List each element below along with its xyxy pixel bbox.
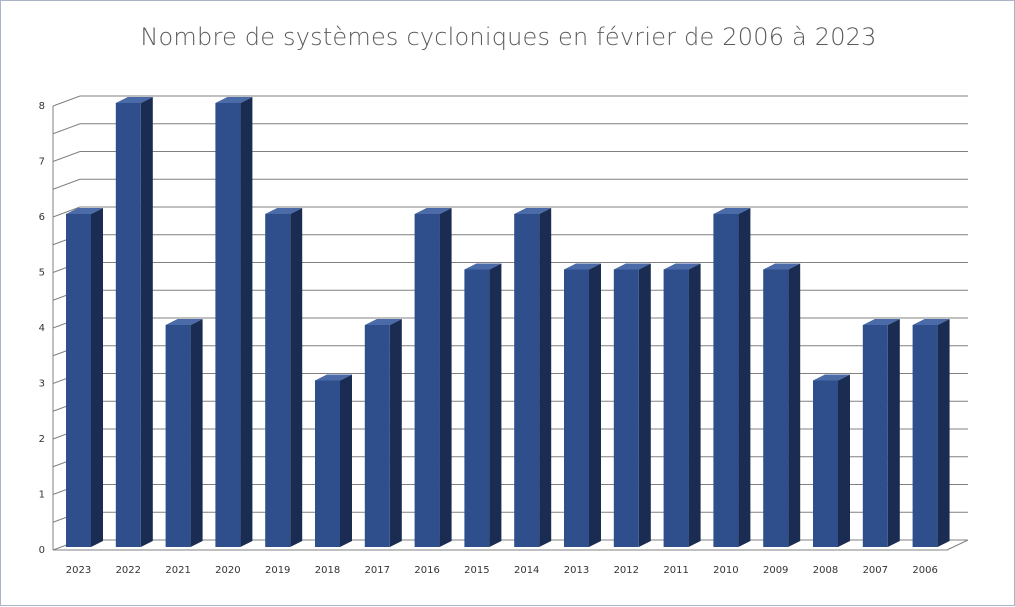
x-tick-label: 2006 [912,565,937,576]
bar-side [937,319,950,547]
gridline-side [52,123,81,135]
bar [564,269,589,547]
bar [763,269,789,547]
bar-side [439,208,452,547]
x-tick-labels: 2023 2022 2021 2020 2019 2018 2017 2016 2015 2014… [66,565,938,576]
bar-side [688,263,701,547]
bar-top [564,263,601,270]
bar-top [165,319,203,325]
y-tick-label: 6 [39,212,45,223]
y-tick-label: 8 [39,101,45,112]
bar-side [340,374,352,547]
x-tick-label: 2020 [215,565,240,576]
bar [514,214,540,547]
y-tick-label: 2 [39,434,45,445]
x-tick-label: 2018 [315,565,340,576]
gridline-side [52,95,81,107]
bar-top [613,263,651,270]
bar [215,103,241,547]
bar [165,325,191,547]
x-tick-label: 2010 [713,565,738,576]
bar [364,325,390,547]
gridline-side [52,206,81,218]
bar-side [290,208,303,547]
bar [115,103,141,547]
bar-side [838,374,850,547]
bar-top [315,374,352,381]
bar [663,269,689,547]
y-tick-labels: 0 1 2 3 4 5 6 7 8 [39,101,45,556]
bar-side [788,263,801,547]
x-tick-label: 2017 [365,565,390,576]
gridline-side [52,178,81,190]
bar [414,214,440,547]
bar-side [638,263,651,547]
x-tick-label: 2012 [614,565,639,576]
bar [464,269,490,547]
x-tick-label: 2011 [663,565,688,576]
bar [912,325,938,547]
bar-top [862,319,900,325]
x-tick-label: 2015 [464,565,489,576]
bar [862,325,888,547]
x-tick-label: 2016 [414,565,439,576]
x-tick-label: 2008 [813,565,838,576]
bar [265,214,291,547]
y-tick-label: 5 [39,268,45,279]
y-tick-label: 0 [39,545,45,556]
y-tick-label: 7 [39,157,45,168]
chart-title: Nombre de systèmes cycloniques en févrie… [140,23,877,51]
bar-layer [66,97,950,547]
floor-right-edge [946,539,969,551]
y-tick-label: 4 [39,323,45,334]
bar-side [91,208,103,547]
x-tick-label: 2009 [763,565,788,576]
bar-top [414,208,452,214]
bar [66,214,91,547]
x-tick-label: 2007 [863,565,888,576]
bar-side [140,97,153,547]
bar-top [713,208,751,214]
bar-side [589,263,601,547]
x-tick-label: 2022 [116,565,141,576]
bar-top [763,263,801,270]
bar-top [912,319,950,325]
bar-top [663,263,701,270]
bar-top [464,263,502,270]
gridline-side [52,151,81,162]
bar-side [489,263,502,547]
x-tick-label: 2014 [514,565,539,576]
bar [613,269,639,547]
bar-top [514,208,552,214]
bar [315,380,340,547]
bar-side [539,208,552,547]
bar-top [115,97,153,103]
bar-top [364,319,402,325]
bar-top [215,97,253,103]
bar-top [813,374,850,381]
x-tick-label: 2021 [165,565,190,576]
bar-top [66,208,103,214]
x-tick-label: 2019 [265,565,290,576]
bar-side [190,319,203,547]
bar-side [738,208,751,547]
bar-side [887,319,900,547]
bar-side [389,319,402,547]
x-tick-label: 2023 [66,565,91,576]
y-tick-label: 1 [39,490,45,501]
y-tick-label: 3 [39,379,45,390]
bar [713,214,739,547]
x-tick-label: 2013 [564,565,589,576]
bar-top [265,208,303,214]
bar-side [240,97,253,547]
bar [813,380,838,547]
